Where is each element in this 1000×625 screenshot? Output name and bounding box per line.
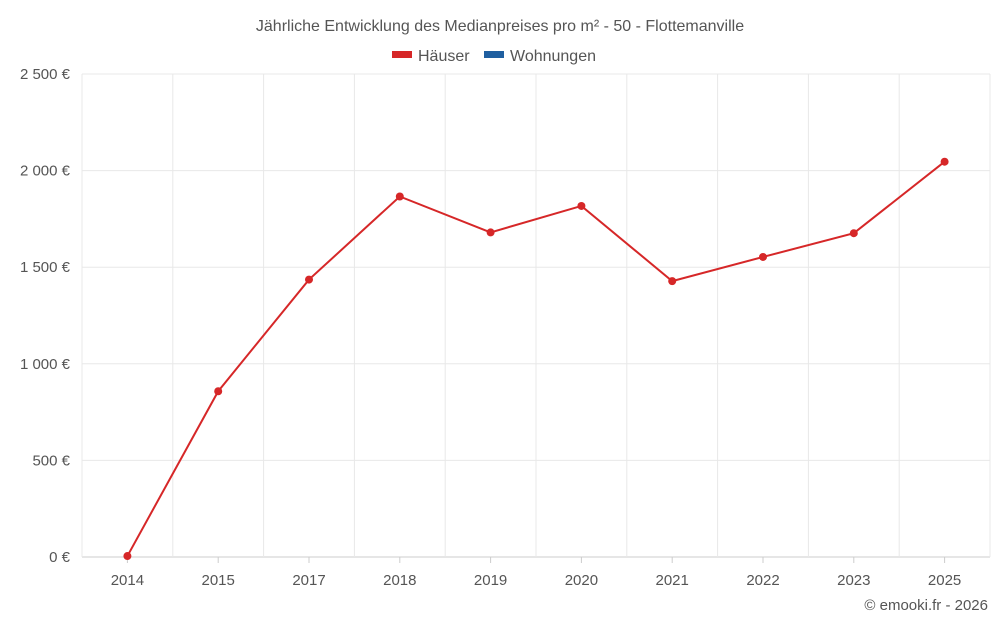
data-point[interactable]	[486, 228, 495, 237]
data-point[interactable]	[305, 275, 313, 284]
x-tick-label: 2025	[928, 572, 961, 589]
y-tick-label: 1 500 €	[20, 259, 71, 276]
legend-label-wohnungen[interactable]: Wohnungen	[510, 48, 596, 65]
data-point[interactable]	[577, 201, 586, 210]
data-point[interactable]	[849, 229, 858, 238]
x-tick-label: 2020	[565, 572, 598, 589]
x-axis-ticks: 2014 2015 2017 2018 2019 2020 2021 2022 2023 2025	[111, 557, 961, 589]
x-tick-label: 2023	[837, 572, 870, 589]
credit-text: © emooki.fr - 2026	[864, 597, 988, 614]
data-point[interactable]	[668, 277, 677, 286]
legend-swatch-haeuser	[392, 51, 412, 58]
gridlines	[81, 73, 991, 558]
x-tick-label: 2022	[746, 572, 779, 589]
x-tick-label: 2017	[292, 572, 325, 589]
y-axis-ticks: 0 € 500 € 1 000 € 1 500 € 2 000 € 2 500 €	[20, 66, 71, 566]
x-tick-label: 2019	[474, 572, 507, 589]
legend-label-haeuser[interactable]: Häuser	[418, 48, 470, 65]
y-tick-label: 0 €	[49, 549, 71, 566]
x-tick-label: 2015	[202, 572, 235, 589]
legend-swatch-wohnungen	[484, 51, 504, 58]
data-point[interactable]	[214, 387, 223, 396]
data-point[interactable]	[940, 157, 949, 166]
y-tick-label: 2 000 €	[20, 163, 71, 180]
legend: Häuser Wohnungen	[392, 48, 596, 65]
series-line-häuser	[126, 160, 946, 557]
y-tick-label: 2 500 €	[20, 66, 71, 83]
x-tick-label: 2018	[383, 572, 416, 589]
series-layer	[123, 157, 949, 561]
chart-title: Jährliche Entwicklung des Medianpreises …	[256, 18, 744, 35]
data-point[interactable]	[123, 552, 132, 561]
data-point[interactable]	[395, 192, 404, 201]
y-tick-label: 1 000 €	[20, 356, 71, 373]
y-tick-label: 500 €	[32, 452, 70, 469]
x-tick-label: 2021	[656, 572, 689, 589]
data-point[interactable]	[759, 252, 767, 261]
x-tick-label: 2014	[111, 572, 144, 589]
